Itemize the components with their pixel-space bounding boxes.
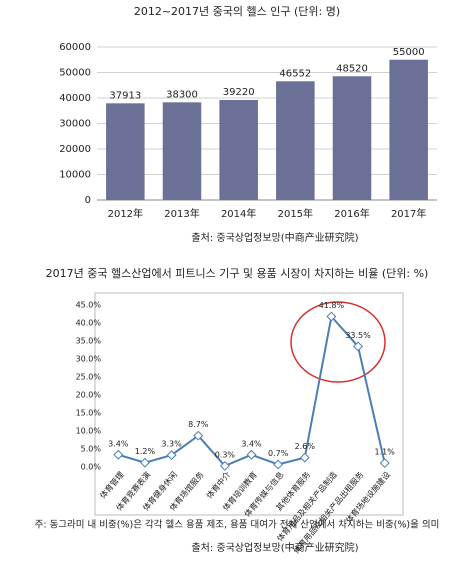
marker xyxy=(379,458,390,468)
bar xyxy=(276,81,315,200)
marker xyxy=(299,452,310,463)
marker xyxy=(326,311,337,322)
value-label: 33.5% xyxy=(345,331,371,340)
bar xyxy=(162,102,202,200)
y-tick-label: 5.0% xyxy=(81,445,102,454)
marker xyxy=(273,459,284,470)
y-tick-label: 60000 xyxy=(59,42,91,53)
plot-frame xyxy=(94,292,404,516)
value-label: 41.8% xyxy=(319,301,345,310)
x-tick-label: 2016年 xyxy=(334,207,369,220)
chart-title: 2012~2017년 중국의 헬스 인구 (단위: 명) xyxy=(134,5,340,18)
bar xyxy=(106,103,145,200)
y-tick-label: 15.0% xyxy=(76,409,102,418)
value-label: 37913 xyxy=(109,90,141,101)
bar xyxy=(332,76,372,200)
bar xyxy=(389,59,428,200)
value-label: 38300 xyxy=(166,89,198,100)
y-tick-label: 10.0% xyxy=(76,427,102,436)
value-label: 3.3% xyxy=(161,440,182,449)
y-tick-label: 0 xyxy=(85,195,91,206)
y-tick-label: 0.0% xyxy=(81,463,102,472)
marker xyxy=(166,450,177,461)
value-label: 48520 xyxy=(336,63,368,74)
value-label: 46552 xyxy=(279,68,311,79)
marker xyxy=(193,430,204,441)
value-label: 2.6% xyxy=(295,442,316,451)
value-label: 55000 xyxy=(393,47,425,58)
value-label: 1.2% xyxy=(135,447,156,456)
marker xyxy=(353,341,363,352)
y-tick-label: 35.0% xyxy=(76,337,102,346)
y-tick-label: 10000 xyxy=(59,170,91,181)
value-label: 8.7% xyxy=(188,420,209,429)
marker xyxy=(113,449,124,460)
y-tick-label: 20000 xyxy=(59,144,91,155)
x-tick-label: 2013年 xyxy=(164,207,199,220)
x-tick-label: 2015年 xyxy=(278,207,313,220)
y-tick-label: 40000 xyxy=(59,93,91,104)
y-tick-label: 50000 xyxy=(59,68,91,79)
y-tick-label: 30.0% xyxy=(76,355,102,364)
value-label: 3.4% xyxy=(241,439,262,448)
note: 주: 동그라미 내 비중(%)은 각각 헬스 용품 제조, 용품 대여가 전체 … xyxy=(35,519,440,531)
marker xyxy=(246,449,257,460)
value-label: 39220 xyxy=(223,87,255,98)
x-tick-label: 2014年 xyxy=(221,207,256,220)
source: 출처: 중국상업정보망(中商产业研究院) xyxy=(191,231,358,244)
value-label: 0.7% xyxy=(268,449,289,458)
y-tick-label: 45.0% xyxy=(76,301,102,310)
y-tick-label: 40.0% xyxy=(76,319,102,328)
marker xyxy=(140,457,150,468)
value-label: 0.3% xyxy=(215,450,236,459)
y-tick-label: 25.0% xyxy=(76,373,102,382)
bar xyxy=(219,99,258,200)
marker xyxy=(219,460,230,471)
chart-title: 2017년 중국 헬스산업에서 피트니스 기구 및 용품 시장이 차지하는 비율… xyxy=(46,266,429,280)
y-tick-label: 30000 xyxy=(59,119,91,130)
y-tick-label: 20.0% xyxy=(76,391,102,400)
value-label: 1.1% xyxy=(375,448,396,457)
source: 출처: 중국상업정보망(中商产业研究院) xyxy=(191,541,358,554)
x-tick-label: 2017年 xyxy=(391,207,426,220)
highlight-circle xyxy=(290,301,386,383)
x-tick-label: 2012年 xyxy=(108,207,143,220)
value-label: 3.4% xyxy=(108,439,129,448)
